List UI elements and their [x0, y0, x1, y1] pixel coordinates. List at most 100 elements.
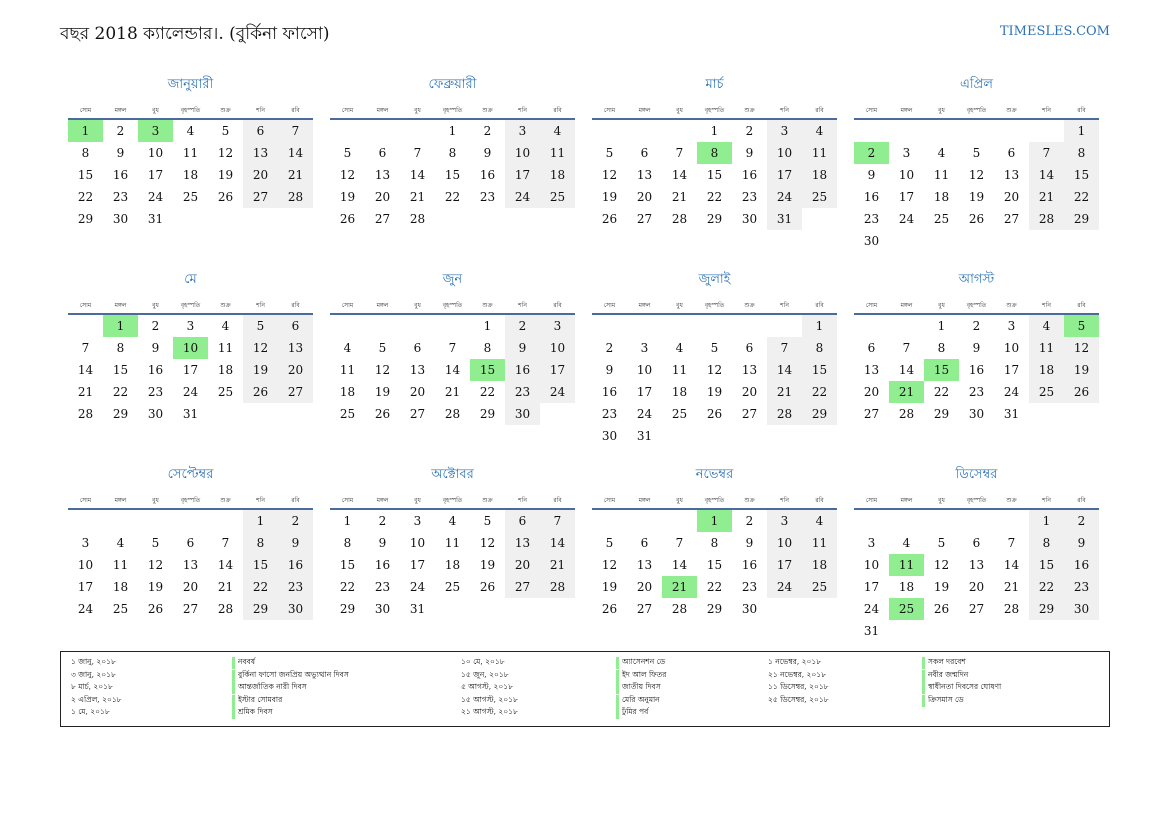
- day: 13: [1003, 168, 1020, 182]
- day: 11: [1029, 337, 1064, 359]
- day: 7: [278, 120, 313, 142]
- holiday-name: বুর্কিনা ফাসো জনপ্রিয় অভ্যুত্থান দিবস: [232, 669, 349, 682]
- holiday-date: ৫ আগস্ট, ২০১৮: [461, 682, 513, 691]
- weekday-header: শনি: [780, 302, 789, 309]
- weekday-header: রবি: [291, 497, 300, 504]
- weekday-header: সোম: [603, 107, 616, 114]
- day: 4: [343, 341, 352, 355]
- day: 19: [933, 580, 950, 594]
- day: 2: [745, 514, 754, 528]
- weekday-header: সোম: [341, 107, 354, 114]
- day: 21: [1003, 580, 1020, 594]
- day: 3: [505, 120, 540, 142]
- holiday-date: ১ নভেম্বর, ২০১৮: [768, 657, 822, 666]
- day: 15: [1064, 164, 1099, 186]
- weekday-header: শনি: [780, 497, 789, 504]
- day: 6: [867, 341, 876, 355]
- day: 31: [636, 429, 653, 443]
- header-rule: [854, 313, 1099, 315]
- day: 21: [444, 385, 461, 399]
- weekday-header: রবি: [1077, 497, 1086, 504]
- day: 9: [972, 341, 981, 355]
- weekday-header: শনি: [256, 302, 265, 309]
- day: 2: [605, 341, 614, 355]
- day: 1: [243, 510, 278, 532]
- day: 9: [745, 536, 754, 550]
- weekday-header: বৃহস্পতি: [704, 497, 725, 504]
- weekday-header: শুক্র: [744, 107, 755, 114]
- day: 22: [802, 381, 837, 403]
- month-name: নভেম্বর: [695, 467, 734, 482]
- weekday-header: মঙ্গল: [638, 497, 651, 504]
- day: 20: [741, 385, 758, 399]
- weekday-header: মঙ্গল: [900, 302, 913, 309]
- holiday-legend: ১ জানু, ২০১৮ নববর্ষ ৩ জানু, ২০১৮ বুর্কিনা ফ…: [60, 651, 1110, 727]
- day: 8: [937, 341, 946, 355]
- month-name: জুন: [442, 272, 463, 287]
- weekday-header: মঙ্গল: [638, 107, 651, 114]
- day: 4: [540, 120, 575, 142]
- day: 27: [505, 576, 540, 598]
- day: 10: [409, 536, 426, 550]
- day: 12: [339, 168, 356, 182]
- day: 26: [339, 212, 356, 226]
- weekday-header: শনি: [256, 497, 265, 504]
- day: 14: [671, 558, 688, 572]
- day: 18: [182, 168, 199, 182]
- weekday-header: রবি: [1077, 107, 1086, 114]
- day: 6: [505, 510, 540, 532]
- holiday-day: 25: [889, 598, 924, 620]
- day: 22: [339, 580, 356, 594]
- day: 22: [112, 385, 129, 399]
- weekday-header: বৃহস্পতি: [966, 497, 987, 504]
- day: 14: [1029, 164, 1064, 186]
- title: বছর 2018 ক্যালেন্ডার।. (বুর্কিনা ফাসো): [60, 24, 330, 44]
- header-rule: [854, 118, 1099, 120]
- day: 10: [898, 168, 915, 182]
- day: 30: [601, 429, 618, 443]
- day: 4: [221, 319, 230, 333]
- month-name: ডিসেম্বর: [955, 467, 998, 482]
- header-rule: [68, 118, 313, 120]
- holiday-name: মেরি অনুমান: [616, 694, 660, 707]
- day: 31: [767, 208, 802, 230]
- weekday-header: বৃহস্পতি: [442, 302, 463, 309]
- day: 24: [77, 602, 94, 616]
- weekday-header: শুক্র: [744, 302, 755, 309]
- day: 19: [601, 580, 618, 594]
- weekday-header: মঙ্গল: [376, 497, 389, 504]
- day: 5: [151, 536, 160, 550]
- day: 15: [339, 558, 356, 572]
- day: 15: [243, 554, 278, 576]
- month-name: মে: [184, 272, 197, 287]
- day: 4: [802, 510, 837, 532]
- header-rule: [330, 508, 575, 510]
- day: 23: [863, 212, 880, 226]
- day: 7: [1029, 142, 1064, 164]
- day: 29: [933, 407, 950, 421]
- site-link[interactable]: TIMESLES.COM: [999, 24, 1110, 39]
- day: 6: [243, 120, 278, 142]
- day: 23: [741, 580, 758, 594]
- day: 10: [767, 142, 802, 164]
- day: 28: [77, 407, 94, 421]
- day: 22: [77, 190, 94, 204]
- day: 25: [1029, 381, 1064, 403]
- weekday-header: শুক্র: [220, 302, 231, 309]
- day: 24: [409, 580, 426, 594]
- day: 9: [867, 168, 876, 182]
- day: 13: [505, 532, 540, 554]
- header-rule: [68, 508, 313, 510]
- holiday-name: অ্যাসেনশন ডে: [616, 657, 665, 669]
- day: 20: [374, 190, 391, 204]
- day: 18: [671, 385, 688, 399]
- day: 27: [409, 407, 426, 421]
- day: 27: [374, 212, 391, 226]
- holiday-name: নবীর জন্মদিন: [922, 669, 968, 682]
- day: 22: [933, 385, 950, 399]
- day: 18: [802, 164, 837, 186]
- day: 13: [243, 142, 278, 164]
- holiday-day: 11: [889, 554, 924, 576]
- day: 18: [339, 385, 356, 399]
- weekday-header: বুধ: [152, 107, 159, 114]
